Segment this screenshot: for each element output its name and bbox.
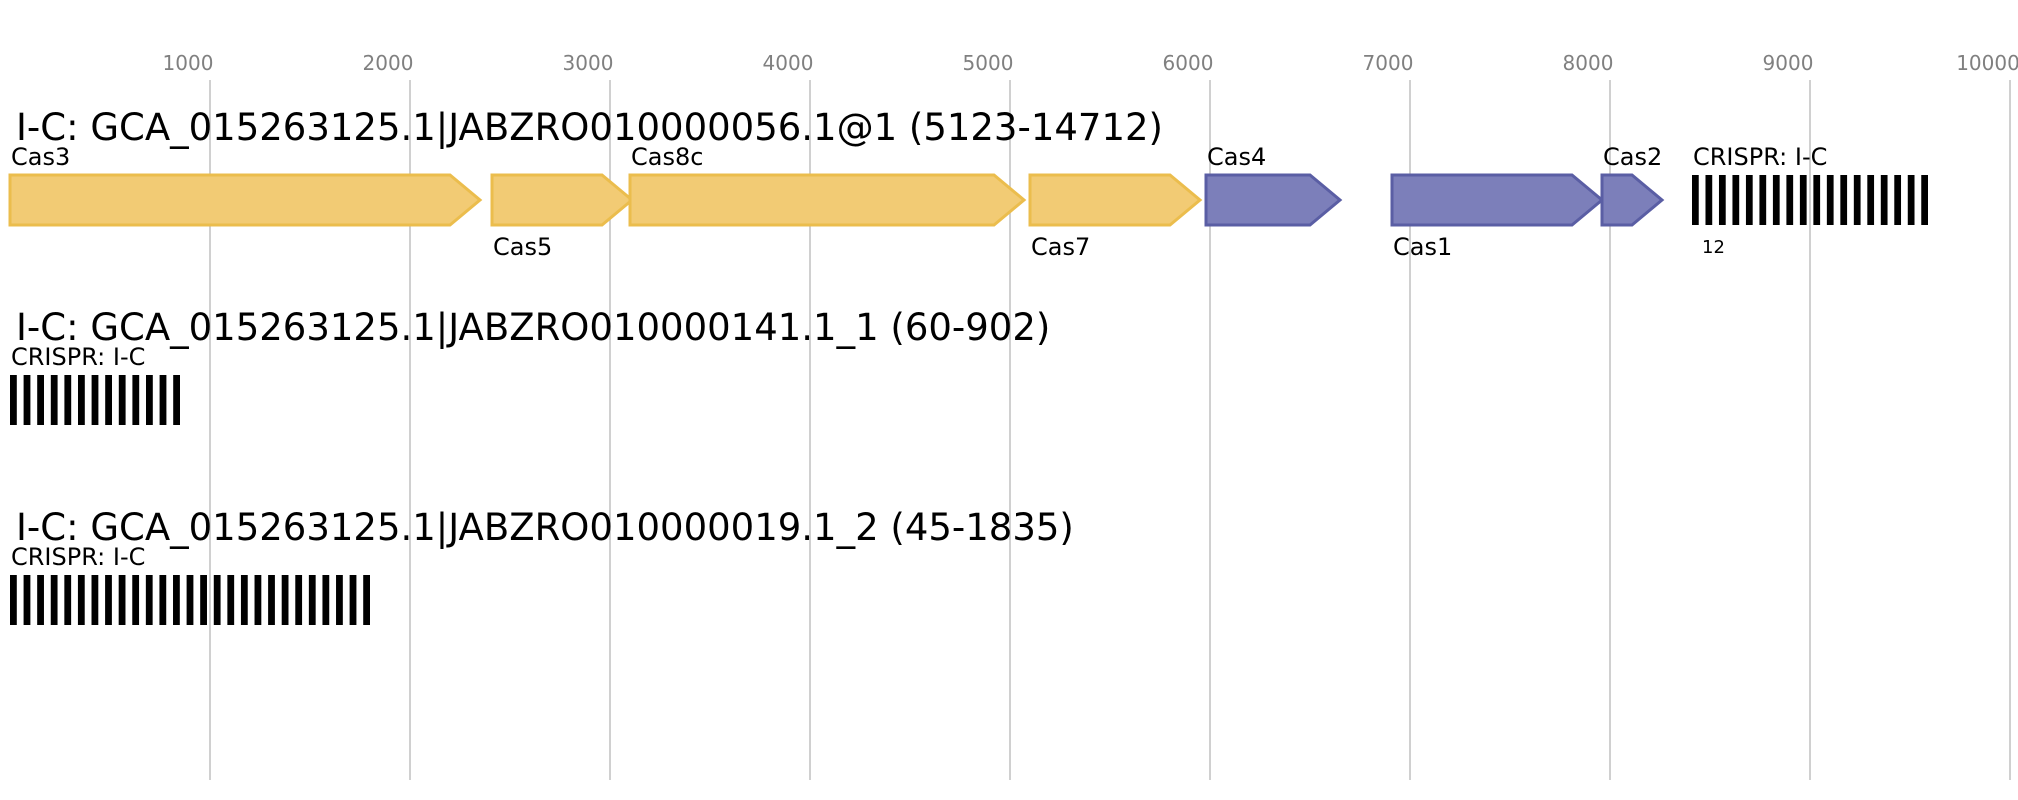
tick-label: 2000 [363, 51, 414, 75]
crispr-repeat [118, 575, 126, 625]
gene-arrow-cas5 [490, 173, 635, 227]
crispr-repeat [186, 575, 194, 625]
gene-arrow-cas4 [1204, 173, 1343, 227]
gene-label: Cas1 [1393, 233, 1452, 261]
gene-arrow-cas7 [1028, 173, 1203, 227]
crispr-repeat [78, 375, 85, 425]
crispr-repeat [173, 575, 180, 625]
crispr-repeat [349, 575, 357, 625]
crispr-repeat [308, 575, 316, 625]
crispr-repeat [1745, 175, 1753, 225]
gene-label: Cas5 [493, 233, 552, 261]
crispr-repeat [1692, 175, 1699, 225]
tick-label: 10000 [1956, 51, 2018, 75]
gene-arrow-cas3 [8, 173, 483, 227]
crispr-repeat [1867, 175, 1875, 225]
crispr-repeat [1705, 175, 1713, 225]
crispr-repeat [91, 375, 99, 425]
crispr-repeat [240, 575, 248, 625]
gene-label: Cas4 [1207, 143, 1266, 171]
crispr-repeat [10, 375, 17, 425]
track-title: I-C: GCA_015263125.1|JABZRO010000056.1@1… [16, 106, 1163, 149]
crispr-repeat [200, 575, 207, 625]
crispr-repeat [1799, 175, 1807, 225]
crispr-repeat [1894, 175, 1902, 225]
crispr-repeat [1921, 175, 1928, 225]
tick-label: 6000 [1163, 51, 1214, 75]
crispr-label: CRISPR: I-C [1693, 143, 1827, 171]
track: I-C: GCA_015263125.1|JABZRO010000056.1@1… [8, 106, 1928, 261]
crispr-repeat [1786, 175, 1794, 225]
crispr-repeat [1772, 175, 1780, 225]
crispr-repeat [64, 575, 72, 625]
crispr-repeat [50, 575, 58, 625]
crispr-repeat [64, 375, 72, 425]
crispr-repeat [132, 375, 140, 425]
tick-label: 9000 [1763, 51, 1814, 75]
crispr-repeat [23, 375, 31, 425]
crispr-array [10, 375, 180, 425]
gene-arrow-cas8c [628, 173, 1027, 227]
crispr-repeat [37, 375, 44, 425]
crispr-repeat [50, 375, 58, 425]
crispr-repeat [146, 375, 153, 425]
crispr-repeat [1718, 175, 1726, 225]
track-title: I-C: GCA_015263125.1|JABZRO010000019.1_2… [16, 506, 1074, 549]
crispr-repeat [254, 575, 262, 625]
crispr-repeat [91, 575, 99, 625]
tick-label: 3000 [563, 51, 614, 75]
crispr-repeat [10, 575, 17, 625]
tick-label: 4000 [763, 51, 814, 75]
crispr-repeat [268, 575, 275, 625]
crispr-repeat [1853, 175, 1861, 225]
crispr-repeat [227, 575, 235, 625]
crispr-repeat [145, 575, 153, 625]
track: I-C: GCA_015263125.1|JABZRO010000019.1_2… [10, 506, 1074, 625]
crispr-repeat [336, 575, 343, 625]
gene-label: Cas3 [11, 143, 70, 171]
crispr-repeat [105, 575, 112, 625]
crispr-repeat [23, 575, 31, 625]
crispr-array [1692, 175, 1928, 225]
crispr-repeat [281, 575, 289, 625]
crispr-label: CRISPR: I-C [11, 543, 145, 571]
axis-tick-labels: 1000 2000 3000 4000 5000 6000 7000 8000 9000 1000… [163, 51, 2018, 75]
crispr-repeat [213, 575, 221, 625]
tick-label: 8000 [1563, 51, 1614, 75]
crispr-repeat-count: 12 [1702, 237, 1725, 258]
crispr-repeat [159, 575, 167, 625]
crispr-repeat [1907, 175, 1915, 225]
crispr-repeat [132, 575, 140, 625]
crispr-repeat [363, 575, 370, 625]
tick-label: 5000 [963, 51, 1014, 75]
crispr-repeat [105, 375, 112, 425]
crispr-repeat [173, 375, 180, 425]
gene-arrow-cas1 [1390, 173, 1605, 227]
track-title: I-C: GCA_015263125.1|JABZRO010000141.1_1… [16, 306, 1050, 349]
crispr-repeat [1813, 175, 1821, 225]
crispr-repeat [1759, 175, 1767, 225]
tick-label: 1000 [163, 51, 214, 75]
crispr-repeat [1826, 175, 1834, 225]
crispr-repeat [1732, 175, 1740, 225]
gene-label: Cas8c [631, 143, 703, 171]
track: I-C: GCA_015263125.1|JABZRO010000141.1_1… [10, 306, 1050, 425]
crispr-repeat [77, 575, 85, 625]
crispr-label: CRISPR: I-C [11, 343, 145, 371]
crispr-repeat [1880, 175, 1888, 225]
crispr-repeat [1840, 175, 1848, 225]
gene-label: Cas7 [1031, 233, 1090, 261]
gene-arrow-cas2 [1600, 173, 1665, 227]
gene-label: Cas2 [1603, 143, 1662, 171]
crispr-repeat [295, 575, 303, 625]
crispr-repeat [322, 575, 330, 625]
tracks: I-C: GCA_015263125.1|JABZRO010000056.1@1… [8, 106, 1928, 625]
crispr-repeat [118, 375, 126, 425]
crispr-repeat [37, 575, 44, 625]
crispr-repeat [159, 375, 167, 425]
crispr-array [10, 575, 370, 625]
tick-label: 7000 [1363, 51, 1414, 75]
